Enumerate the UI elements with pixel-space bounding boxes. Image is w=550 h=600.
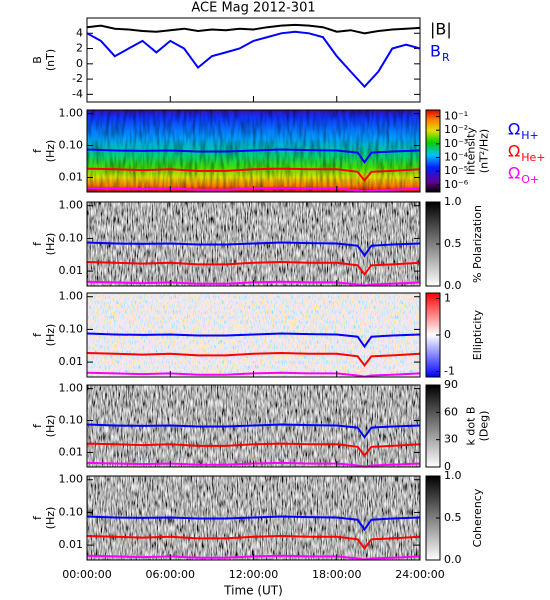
y-axis-label: (Hz) bbox=[44, 140, 57, 163]
colorbar-tick-label: 1.0 bbox=[444, 195, 462, 208]
colorbar-label: Intensity bbox=[465, 127, 478, 175]
legend-label: |B| bbox=[430, 20, 452, 39]
chart-title: ACE Mag 2012-301 bbox=[191, 1, 315, 16]
y-tick-label: 1.00 bbox=[59, 107, 84, 120]
colorbar-label: k dot B bbox=[465, 407, 478, 446]
y-tick-label: 0.01 bbox=[59, 538, 84, 551]
series-line bbox=[86, 186, 421, 193]
legend-label: Ω bbox=[508, 164, 520, 183]
y-axis-label: (nT) bbox=[44, 49, 57, 71]
y-tick-label: 0.10 bbox=[59, 322, 84, 335]
series-line bbox=[86, 371, 421, 378]
series-line bbox=[86, 554, 421, 561]
series-line bbox=[86, 148, 421, 164]
colorbar-label: % Polarization bbox=[471, 205, 484, 283]
legend-label: Ω bbox=[508, 142, 520, 161]
y-axis-label: (Hz) bbox=[44, 415, 57, 438]
y-axis-label: f bbox=[31, 423, 44, 428]
colorbar bbox=[425, 109, 441, 193]
x-tick-label: 00:00:00 bbox=[62, 568, 111, 581]
y-tick-label: 0.10 bbox=[59, 231, 84, 244]
colorbar-tick-label: 0 bbox=[444, 460, 451, 473]
series-line bbox=[86, 30, 421, 89]
legend-label-subscript: O+ bbox=[521, 173, 539, 186]
y-tick-label: 0.01 bbox=[59, 445, 84, 458]
x-axis-label: Time (UT) bbox=[223, 584, 283, 598]
y-tick-label: 1.00 bbox=[59, 382, 84, 395]
colorbar-tick-label: 10⁻⁴ bbox=[444, 151, 469, 164]
y-axis-label: (Hz) bbox=[44, 324, 57, 347]
y-axis-label: (Hz) bbox=[44, 233, 57, 256]
y-tick-label: 0.01 bbox=[59, 170, 84, 183]
series-line bbox=[86, 241, 421, 258]
colorbar-tick-label: 10⁻² bbox=[444, 123, 468, 136]
y-tick-label: 0.10 bbox=[59, 139, 84, 152]
series-line bbox=[86, 515, 421, 532]
colorbar-tick-label: 10⁻⁵ bbox=[444, 164, 468, 177]
x-tick-label: 24:00:00 bbox=[395, 568, 444, 581]
colorbar-tick-label: 90 bbox=[444, 378, 458, 391]
series-line bbox=[86, 423, 421, 439]
colorbar-tick-label: 60 bbox=[444, 405, 458, 418]
y-tick-label: 1.00 bbox=[59, 290, 84, 303]
legend-label-subscript: H+ bbox=[521, 129, 539, 142]
y-tick-label: 2 bbox=[76, 42, 83, 55]
colorbar-label: Coherency bbox=[471, 488, 484, 547]
colorbar-label: (Deg) bbox=[478, 411, 491, 442]
y-axis-label: (Hz) bbox=[44, 507, 57, 530]
series-line bbox=[86, 167, 421, 183]
colorbar-tick-label: 0.0 bbox=[444, 553, 462, 566]
legend-label: B bbox=[430, 42, 441, 61]
colorbar-tick-label: 10⁻¹ bbox=[444, 110, 468, 123]
colorbar-label: (nT²/Hz) bbox=[478, 129, 491, 173]
series-line bbox=[86, 461, 421, 468]
series-line bbox=[86, 23, 421, 35]
colorbar-label: Ellipticity bbox=[471, 309, 484, 360]
series-line bbox=[86, 280, 421, 287]
x-tick-label: 12:00:00 bbox=[229, 568, 278, 581]
legend-label: Ω bbox=[508, 120, 520, 139]
series-line bbox=[86, 332, 421, 349]
series-line bbox=[86, 534, 421, 550]
series-line bbox=[86, 260, 421, 276]
y-axis-label: f bbox=[31, 515, 44, 520]
y-tick-label: 0.01 bbox=[59, 264, 84, 277]
y-axis-label: f bbox=[31, 148, 44, 153]
y-tick-label: -2 bbox=[72, 72, 83, 85]
y-tick-label: 0.10 bbox=[59, 505, 84, 518]
colorbar-tick-label: 1 bbox=[444, 291, 451, 304]
x-tick-label: 18:00:00 bbox=[312, 568, 361, 581]
y-tick-label: 0.01 bbox=[59, 355, 84, 368]
y-tick-label: 4 bbox=[76, 26, 83, 39]
colorbar-tick-label: 0.5 bbox=[444, 237, 462, 250]
x-tick-label: 06:00:00 bbox=[146, 568, 195, 581]
legend-label-subscript: R bbox=[442, 51, 450, 64]
y-axis-label: B bbox=[31, 56, 44, 64]
colorbar-tick-label: 0.5 bbox=[444, 511, 462, 524]
y-axis-label: f bbox=[31, 332, 44, 337]
y-axis-label: f bbox=[31, 241, 44, 246]
colorbar-tick-label: -1 bbox=[444, 365, 455, 378]
colorbar-tick-label: 10⁻⁶ bbox=[444, 178, 469, 191]
y-tick-label: 0 bbox=[76, 57, 83, 70]
y-tick-label: -4 bbox=[72, 87, 83, 100]
y-tick-label: 0.10 bbox=[59, 414, 84, 427]
legend-label-subscript: He+ bbox=[521, 151, 545, 164]
colorbar-tick-label: 1.0 bbox=[444, 469, 462, 482]
y-tick-label: 1.00 bbox=[59, 473, 84, 486]
y-tick-label: 1.00 bbox=[59, 199, 84, 212]
colorbar-tick-label: 0 bbox=[444, 328, 451, 341]
colorbar-tick-label: 0.0 bbox=[444, 279, 462, 292]
colorbar-tick-label: 30 bbox=[444, 433, 458, 446]
series-line bbox=[86, 351, 421, 367]
colorbar-tick-label: 10⁻³ bbox=[444, 137, 468, 150]
colorbar bbox=[425, 384, 441, 468]
series-line bbox=[86, 442, 421, 458]
